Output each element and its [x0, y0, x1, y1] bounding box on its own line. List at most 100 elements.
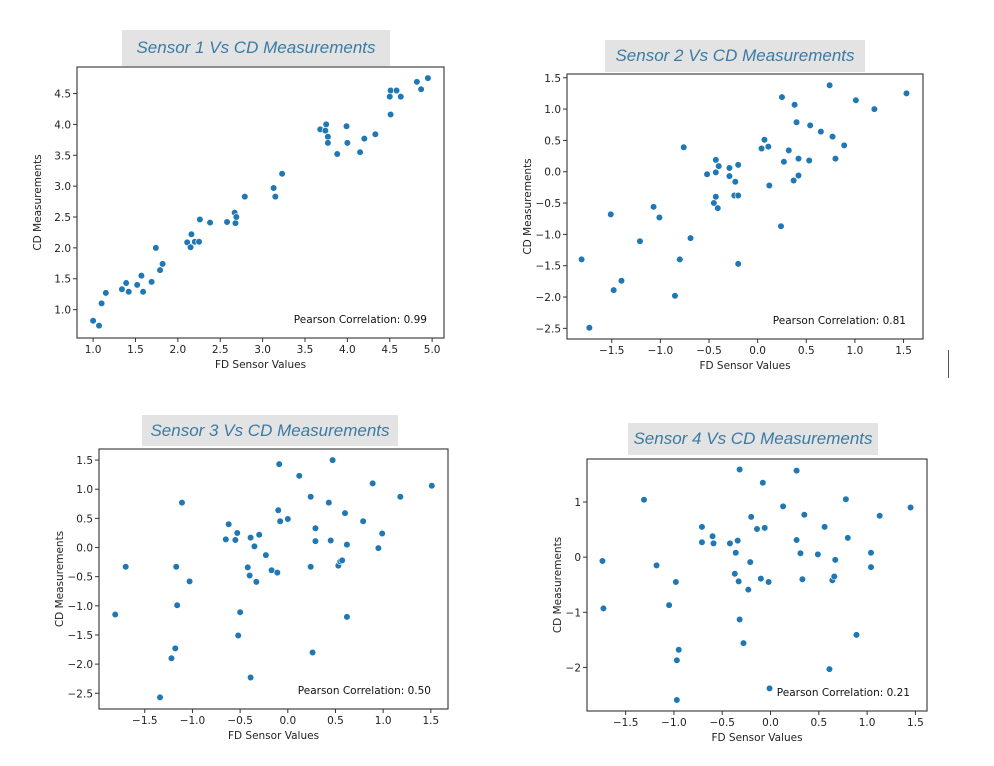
data-point [876, 512, 884, 520]
data-point [598, 557, 607, 565]
x-axis-label: FD Sensor Values [711, 732, 802, 744]
plot-frame [566, 73, 924, 340]
y-axis-label: CD Measurements [522, 158, 534, 254]
x-tick-label: 0.0 [749, 345, 766, 357]
y-tick-label: −2.5 [536, 323, 562, 335]
data-point [342, 122, 351, 130]
data-point [686, 234, 695, 242]
data-point [796, 549, 805, 557]
data-point [275, 460, 283, 468]
data-point [271, 193, 279, 201]
x-tick-label: −0.5 [227, 715, 253, 727]
data-point [274, 506, 282, 514]
y-axis-label: CD Measurements [54, 531, 66, 627]
x-tick-label: −1.0 [648, 345, 674, 357]
y-tick-label: −1.5 [68, 630, 94, 642]
data-point [172, 563, 180, 571]
data-point [793, 466, 801, 475]
data-point [610, 286, 618, 294]
data-point [814, 550, 822, 558]
data-point [231, 219, 240, 227]
data-point [778, 93, 786, 101]
data-point [831, 154, 840, 163]
data-point [747, 513, 755, 521]
data-point [791, 101, 799, 109]
data-point [734, 161, 742, 169]
data-point [714, 204, 722, 212]
x-tick-label: −1.0 [180, 715, 206, 727]
data-point [793, 536, 801, 544]
data-point [246, 571, 254, 580]
pearson-correlation-annotation: Pearson Correlation: 0.81 [773, 315, 906, 327]
data-point [234, 631, 242, 640]
data-point [790, 176, 798, 185]
y-tick-label: 4.0 [54, 119, 71, 131]
data-point [698, 523, 706, 531]
x-tick-label: 0.5 [810, 717, 827, 729]
data-point [798, 575, 806, 583]
data-point [830, 572, 838, 581]
data-point [577, 255, 586, 264]
y-tick-label: 0.5 [76, 513, 93, 525]
x-tick-label: 3.0 [254, 344, 271, 356]
data-point [118, 285, 126, 293]
scatter-chart-1: 1.0 1.5 2.0 2.5 3.0 3.5 4.0 4.5 5.0 1.0 1.5 2.0 2.5 3… [32, 66, 445, 371]
data-point [817, 128, 825, 136]
data-point [673, 656, 681, 664]
data-point [225, 520, 233, 528]
data-point [343, 139, 351, 147]
y-axis-label: CD Measurements [552, 537, 564, 633]
data-point [307, 493, 315, 501]
y-tick-label: 2.0 [54, 243, 71, 255]
data-point [387, 86, 395, 95]
y-tick-label: 0.0 [544, 167, 561, 179]
data-point [792, 118, 801, 126]
data-point [761, 524, 769, 532]
data-point [321, 126, 329, 135]
data-point [844, 534, 852, 542]
y-tick-label: 3.0 [54, 181, 71, 193]
data-point [725, 164, 734, 172]
data-point [698, 538, 706, 546]
data-point [186, 243, 195, 251]
data-point [178, 499, 186, 507]
data-point [278, 170, 286, 178]
data-point [671, 292, 679, 300]
data-point [712, 156, 720, 164]
data-point [222, 535, 230, 543]
x-tick-label: 0.0 [762, 717, 779, 729]
data-point [206, 218, 214, 227]
x-tick-label: 0.5 [798, 345, 815, 357]
x-tick-label: 1.5 [422, 715, 439, 727]
plot-frame [586, 458, 928, 712]
y-tick-label: −2.5 [68, 688, 94, 700]
data-point [392, 86, 401, 95]
y-tick-label: 0 [574, 552, 581, 564]
data-point [805, 156, 813, 165]
data-point [870, 105, 878, 113]
x-tick-label: 1.5 [895, 345, 912, 357]
y-tick-label: 2.5 [54, 212, 71, 224]
data-point [223, 218, 231, 226]
stray-line-artifact [948, 350, 949, 378]
data-point [187, 230, 196, 238]
data-point [95, 322, 103, 330]
data-point [665, 601, 673, 609]
data-point [356, 148, 364, 156]
y-tick-label: 1.0 [76, 484, 93, 496]
data-point [765, 181, 773, 190]
data-point [739, 639, 748, 647]
data-point [338, 556, 346, 564]
data-point [675, 646, 683, 654]
data-point [831, 556, 839, 564]
data-point [369, 479, 377, 487]
x-tick-label: 1.5 [907, 717, 924, 729]
data-point [726, 539, 734, 547]
data-point [794, 171, 803, 180]
data-point [396, 493, 404, 501]
data-point [417, 85, 425, 93]
data-point [333, 150, 341, 158]
data-point [599, 604, 608, 613]
data-point [295, 472, 303, 480]
